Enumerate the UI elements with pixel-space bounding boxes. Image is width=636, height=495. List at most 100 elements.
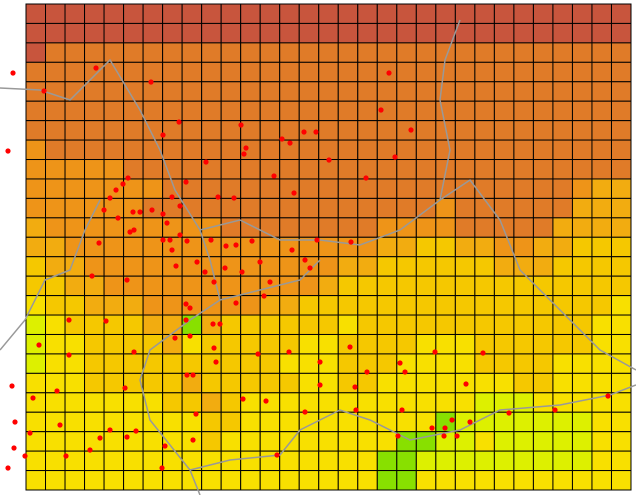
station-dot (203, 159, 209, 165)
grid-cell (318, 42, 339, 63)
grid-cell (571, 42, 593, 63)
grid-cell (103, 392, 125, 413)
grid-cell (552, 431, 573, 452)
grid-cell (45, 236, 66, 258)
station-dot (289, 247, 295, 253)
grid-cell (513, 295, 534, 316)
grid-cell (454, 236, 476, 258)
station-dot (194, 259, 200, 265)
station-dot (160, 211, 166, 217)
grid-cell (279, 197, 300, 219)
grid-cell (591, 217, 612, 238)
station-dot (93, 65, 99, 71)
grid-cell (591, 470, 612, 491)
grid-cell (318, 275, 339, 297)
grid-cell (396, 100, 417, 122)
grid-cell (142, 275, 164, 297)
grid-cell (279, 275, 300, 297)
grid-cell (513, 314, 534, 335)
grid-cell (454, 42, 476, 63)
grid-cell (259, 295, 281, 316)
grid-cell (337, 159, 359, 180)
grid-cell (123, 139, 144, 161)
grid-cell (259, 392, 281, 413)
grid-cell (279, 256, 300, 277)
station-dot (27, 430, 33, 436)
grid-cell (45, 197, 66, 219)
grid-cell (240, 42, 261, 63)
grid-cell (396, 236, 417, 258)
grid-cell (337, 120, 359, 141)
grid-cell (259, 372, 281, 394)
station-dot (57, 422, 63, 428)
grid-cell (25, 120, 47, 141)
grid-cell (571, 411, 593, 433)
grid-cell (454, 139, 476, 161)
grid-cell (532, 22, 554, 44)
grid-cell (240, 217, 261, 238)
grid-cell (513, 159, 534, 180)
grid-cell (259, 100, 281, 122)
grid-cell (415, 3, 437, 24)
grid-cell (279, 22, 300, 44)
station-dot (249, 238, 255, 244)
grid-cell (376, 392, 398, 413)
grid-cell (103, 470, 125, 491)
grid-cell (201, 372, 222, 394)
grid-cell (64, 470, 86, 491)
grid-cell (532, 120, 554, 141)
grid-cell (591, 411, 612, 433)
grid-cell (162, 411, 183, 433)
grid-cell (318, 81, 339, 102)
grid-cell (513, 178, 534, 199)
station-dot (261, 293, 267, 299)
grid-cell (142, 3, 164, 24)
station-dot (317, 382, 323, 388)
grid-cell (513, 22, 534, 44)
grid-cell (123, 256, 144, 277)
grid-cell (474, 178, 495, 199)
grid-cell (435, 353, 456, 374)
grid-cell (435, 372, 456, 394)
grid-cell (415, 159, 437, 180)
grid-cell (396, 470, 417, 491)
grid-cell (454, 159, 476, 180)
grid-cell (45, 42, 66, 63)
grid-cell (571, 22, 593, 44)
station-dot (454, 433, 460, 439)
grid-cell (84, 333, 105, 355)
grid-cell (454, 295, 476, 316)
grid-cell (376, 236, 398, 258)
grid-cell (64, 372, 86, 394)
grid-cell (435, 314, 456, 335)
grid-cell (123, 22, 144, 44)
station-dot (255, 351, 261, 357)
grid-cell (513, 120, 534, 141)
grid-cell (376, 333, 398, 355)
grid-cell (84, 42, 105, 63)
station-dot (97, 435, 103, 441)
grid-cell (220, 100, 242, 122)
station-dot (363, 175, 369, 181)
grid-cell (493, 22, 515, 44)
grid-cell (201, 450, 222, 472)
grid-cell (493, 42, 515, 63)
grid-cell (610, 61, 632, 83)
station-dot (167, 237, 173, 243)
grid-cell (493, 178, 515, 199)
grid-cell (64, 197, 86, 219)
grid-cell (474, 256, 495, 277)
station-dot (552, 407, 558, 413)
grid-cell (298, 431, 320, 452)
grid-cell (396, 178, 417, 199)
grid-cell (318, 295, 339, 316)
grid-cell (532, 61, 554, 83)
grid-cell (454, 3, 476, 24)
grid-cell (435, 236, 456, 258)
station-dot (159, 465, 165, 471)
grid-cell (201, 3, 222, 24)
grid-cell (220, 81, 242, 102)
grid-cell (610, 431, 632, 452)
grid-cell (571, 295, 593, 316)
